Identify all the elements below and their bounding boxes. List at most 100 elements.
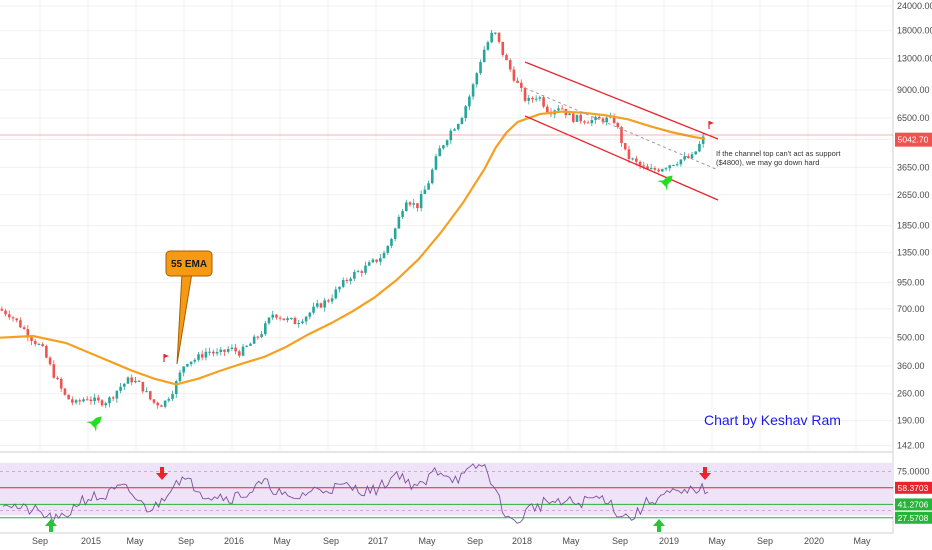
time-tick-label: 2015	[81, 536, 101, 546]
candle-body	[520, 82, 523, 88]
time-tick-label: Sep	[612, 536, 628, 546]
candle-body	[37, 344, 41, 346]
candle-body	[397, 216, 401, 229]
candle-body	[501, 41, 505, 55]
candle-body	[115, 390, 119, 399]
flag-icon	[163, 354, 169, 362]
time-tick-label: May	[853, 536, 871, 546]
time-tick-label: May	[562, 536, 580, 546]
price-tick-label: 18000.00	[897, 26, 932, 36]
candle-body	[486, 42, 490, 50]
candle-body	[85, 399, 89, 401]
candle-body	[534, 98, 538, 100]
rsi-layer	[0, 462, 893, 525]
candle-body	[605, 117, 608, 123]
candle-body	[119, 386, 122, 391]
candle-body	[356, 271, 360, 273]
credit-text: Chart by Keshav Ram	[704, 412, 841, 428]
price-tick-label: 1850.00	[897, 221, 930, 231]
time-tick-label: 2018	[512, 536, 532, 546]
candle-body	[586, 122, 590, 124]
candle-body	[126, 377, 130, 384]
candle-body	[360, 271, 364, 273]
candle-body	[71, 399, 74, 403]
price-tick-label: 190.00	[897, 416, 925, 426]
candle-body	[197, 354, 200, 360]
candle-body	[468, 96, 471, 107]
rsi-axis: 75.0000 58.3703 41.2706 27.5708	[895, 467, 932, 524]
candle-body	[108, 397, 111, 404]
flag-icon	[708, 121, 714, 129]
candle-body	[653, 168, 657, 170]
candle-body	[208, 351, 211, 353]
candle-body	[186, 364, 189, 367]
candle-body	[512, 69, 516, 81]
rsi-marker-label: 58.3703	[898, 483, 929, 493]
candle-body	[271, 314, 275, 318]
price-tick-label: 700.00	[897, 304, 925, 314]
candle-body	[252, 336, 256, 344]
candle-body	[74, 400, 78, 403]
candle-body	[412, 203, 416, 205]
candle-body	[111, 397, 115, 399]
candle-body	[167, 398, 171, 401]
candle-body	[594, 116, 597, 120]
candle-body	[89, 399, 93, 402]
candle-body	[152, 399, 156, 403]
candle-body	[601, 118, 605, 123]
candle-body	[364, 265, 367, 273]
candle-body	[445, 140, 449, 146]
candle-body	[538, 97, 542, 99]
rsi-marker-badge	[895, 481, 932, 494]
time-tick-label: May	[126, 536, 144, 546]
candle-body	[264, 323, 267, 335]
candle-body	[442, 145, 445, 149]
channel-note-line-2: ($4800), we may go down hard	[716, 158, 819, 167]
candle-body	[460, 117, 464, 124]
channel-note: If the channel top can't act as support …	[716, 149, 841, 167]
candle-body	[19, 320, 22, 328]
candle-body	[583, 121, 586, 123]
candle-body	[312, 306, 315, 313]
candle-body	[52, 364, 56, 378]
candle-body	[245, 345, 249, 347]
candle-body	[453, 129, 456, 131]
candle-body	[542, 97, 545, 107]
candle-body	[22, 327, 26, 330]
candle-body	[672, 165, 675, 167]
candle-body	[683, 156, 686, 160]
candle-body	[508, 60, 512, 70]
price-axis: 142.00 190.00 260.00 360.00 500.00 700.00 950.…	[895, 1, 932, 451]
price-tick-label: 9000.00	[897, 85, 930, 95]
arrow-up-icon	[45, 519, 57, 532]
candle-body	[416, 203, 419, 209]
candle-body	[638, 161, 642, 166]
time-tick-label: 2017	[368, 536, 388, 546]
candle-body	[315, 303, 319, 307]
candle-body	[59, 378, 63, 389]
time-tick-label: May	[708, 536, 726, 546]
candle-body	[148, 391, 152, 400]
candle-body	[386, 245, 390, 253]
candle-body	[516, 80, 519, 83]
price-tick-label: 13000.00	[897, 54, 932, 64]
candle-body	[308, 312, 312, 317]
candle-body	[104, 403, 108, 406]
candle-body	[482, 49, 486, 63]
candle-body	[178, 372, 182, 382]
candle-body	[631, 158, 634, 160]
candle-body	[163, 400, 167, 407]
arrow-up-icon	[653, 519, 665, 532]
rsi-band	[0, 462, 893, 516]
time-tick-label: Sep	[757, 536, 773, 546]
candle-body	[575, 114, 579, 122]
candle-body	[490, 32, 493, 43]
price-tick-label: 2650.00	[897, 190, 930, 200]
candle-body	[230, 347, 234, 349]
price-tick-label: 3650.00	[897, 162, 930, 172]
candle-body	[379, 258, 382, 262]
price-tick-label: 950.00	[897, 278, 925, 288]
candle-body	[338, 286, 341, 290]
candle-body	[219, 349, 223, 352]
candle-body	[612, 116, 616, 123]
